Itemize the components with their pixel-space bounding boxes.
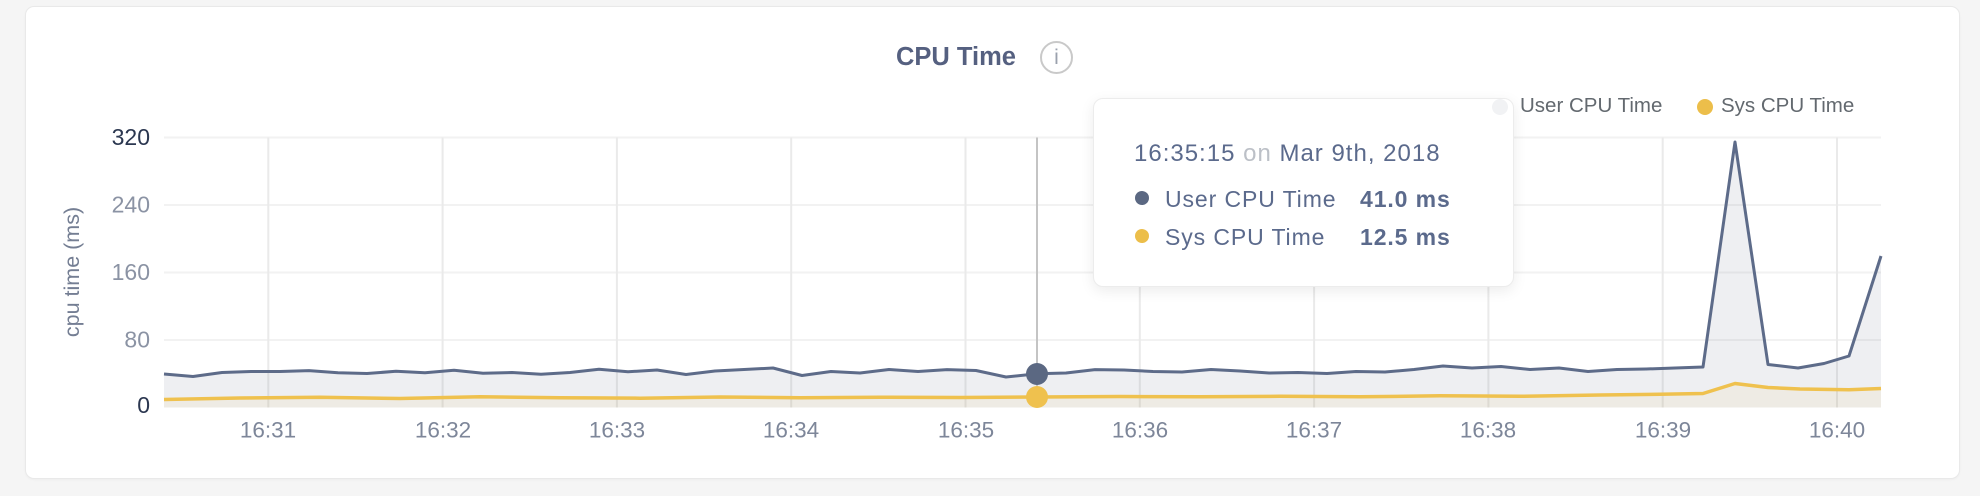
svg-text:80: 80: [124, 327, 150, 353]
svg-text:16:34: 16:34: [763, 418, 819, 443]
svg-text:16:36: 16:36: [1112, 418, 1168, 443]
svg-text:160: 160: [112, 259, 150, 285]
svg-text:16:37: 16:37: [1286, 418, 1342, 443]
svg-text:cpu time (ms): cpu time (ms): [60, 207, 84, 337]
svg-text:0: 0: [137, 392, 150, 418]
svg-text:16:32: 16:32: [415, 418, 471, 443]
svg-text:16:31: 16:31: [240, 418, 296, 443]
svg-text:240: 240: [112, 192, 150, 218]
svg-text:16:33: 16:33: [589, 418, 645, 443]
svg-text:16:40: 16:40: [1809, 418, 1865, 443]
svg-text:16:39: 16:39: [1635, 418, 1691, 443]
svg-text:16:38: 16:38: [1460, 418, 1516, 443]
svg-text:320: 320: [112, 124, 150, 150]
svg-text:16:35: 16:35: [938, 418, 994, 443]
